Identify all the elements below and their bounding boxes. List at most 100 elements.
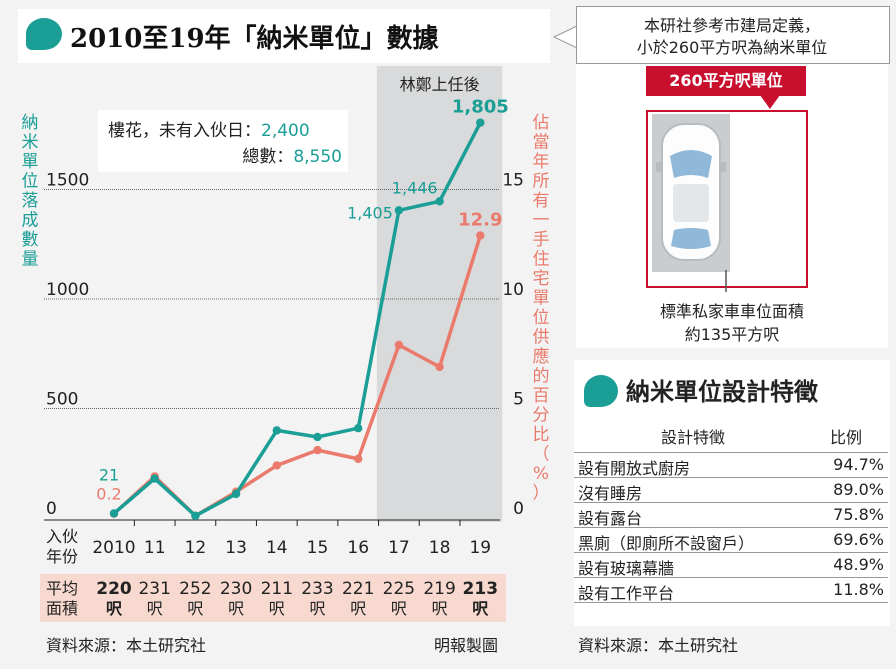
average-size-value: 233 bbox=[301, 579, 333, 599]
average-size-row bbox=[40, 574, 506, 622]
data-point-right bbox=[435, 362, 444, 372]
title-panel bbox=[18, 9, 550, 63]
x-tick-label: 19 bbox=[469, 538, 491, 558]
x-axis-label: 年份 bbox=[46, 547, 78, 566]
left-axis-label-char: 單 bbox=[22, 152, 39, 172]
table-divider bbox=[574, 602, 888, 603]
data-point-left bbox=[476, 118, 485, 127]
right-tick-label: 10 bbox=[502, 280, 524, 300]
data-point-right bbox=[394, 340, 404, 350]
annotation-line1-label: 樓花，未有入伙日： bbox=[108, 121, 261, 141]
x-tick-label: 13 bbox=[225, 538, 247, 558]
annotation-line2-value: 8,550 bbox=[293, 147, 342, 167]
average-size-unit: 呎 bbox=[472, 599, 489, 618]
callout-pointer bbox=[552, 25, 578, 49]
right-axis-label-char: 比 bbox=[533, 425, 550, 445]
table-divider bbox=[574, 452, 888, 453]
right-axis-label-char: 的 bbox=[533, 367, 550, 387]
right-axis-label-char: 應 bbox=[533, 346, 550, 367]
features-header-ratio: 比例 bbox=[829, 428, 862, 447]
average-size-unit: 呎 bbox=[228, 599, 244, 618]
x-tick-label: 15 bbox=[307, 538, 329, 558]
callout-line1: 本研社參考市建局定義， bbox=[643, 16, 820, 35]
average-size-value: 230 bbox=[220, 579, 252, 599]
x-tick-label: 16 bbox=[347, 538, 369, 558]
table-divider bbox=[574, 502, 888, 503]
left-axis-label-char: 數 bbox=[22, 230, 39, 250]
table-divider bbox=[574, 552, 888, 553]
feature-ratio: 11.8% bbox=[833, 580, 884, 599]
data-point-right bbox=[354, 454, 363, 464]
average-size-unit: 呎 bbox=[432, 599, 448, 618]
right-axis-label-char: 所 bbox=[533, 172, 550, 192]
left-tick-label: 500 bbox=[46, 390, 78, 410]
left-axis-label-char: 位 bbox=[22, 172, 39, 192]
average-size-value: 213 bbox=[463, 579, 499, 599]
feature-name: 設有露台 bbox=[578, 509, 643, 528]
right-axis-label-char: （ bbox=[533, 445, 550, 465]
data-point-right bbox=[313, 445, 322, 455]
source-note: 資料來源：本土研究社 bbox=[578, 636, 739, 655]
data-label: 12.9 bbox=[458, 209, 502, 230]
average-size-unit: 呎 bbox=[391, 599, 407, 618]
left-tick-label: 1500 bbox=[46, 171, 89, 191]
data-point-left bbox=[231, 489, 241, 499]
size-row-label: 面積 bbox=[46, 599, 78, 618]
right-axis-label-char: 一 bbox=[533, 211, 550, 231]
parking-caption-line2: 約135平方呎 bbox=[684, 325, 780, 344]
size-row-label: 平均 bbox=[46, 579, 78, 598]
x-tick-label: 11 bbox=[144, 538, 166, 558]
average-size-value: 211 bbox=[261, 579, 293, 599]
right-tick-label: 15 bbox=[502, 171, 524, 191]
right-axis-label-char: 宅 bbox=[533, 269, 550, 289]
feature-name: 沒有睡房 bbox=[578, 484, 643, 503]
right-axis-label-char: 分 bbox=[533, 406, 550, 426]
x-tick-label: 2010 bbox=[92, 538, 135, 558]
right-axis-label-char: 手 bbox=[533, 230, 550, 250]
source-note: 資料來源：本土研究社 bbox=[46, 636, 207, 655]
chart-title: 2010至19年「納米單位」數據 bbox=[70, 24, 439, 54]
right-axis-label-char: 年 bbox=[533, 152, 550, 172]
data-point-right bbox=[272, 461, 281, 470]
average-size-value: 220 bbox=[96, 579, 132, 599]
annotation-line2-label: 總數： bbox=[242, 147, 294, 167]
data-point-left bbox=[191, 511, 200, 521]
unit-size-tag: 260平方呎單位 bbox=[646, 66, 806, 96]
data-point-left bbox=[394, 206, 404, 215]
feature-ratio: 75.8% bbox=[833, 505, 884, 524]
feature-name: 設有開放式廚房 bbox=[578, 459, 691, 478]
features-header-feature: 設計特徵 bbox=[660, 428, 725, 447]
data-point-left bbox=[354, 424, 363, 433]
feature-ratio: 48.9% bbox=[833, 555, 884, 574]
data-point-left bbox=[150, 474, 159, 483]
average-size-unit: 呎 bbox=[106, 599, 123, 618]
annotation-box bbox=[98, 110, 348, 172]
right-tick-label: 0 bbox=[513, 499, 524, 519]
speech-bubble-icon bbox=[584, 375, 618, 407]
right-axis-label-char: 有 bbox=[533, 191, 550, 211]
features-panel bbox=[574, 360, 890, 626]
average-size-value: 231 bbox=[138, 579, 170, 599]
data-point-right bbox=[476, 231, 485, 240]
left-tick-label: 1000 bbox=[46, 280, 89, 300]
left-axis-label-char: 成 bbox=[22, 211, 39, 231]
data-point-left bbox=[109, 509, 119, 518]
data-point-left bbox=[313, 432, 322, 442]
left-axis-label-char: 米 bbox=[22, 133, 39, 153]
feature-name: 黑廁（即廁所不設窗戶） bbox=[578, 534, 755, 553]
data-label: 1,405 bbox=[347, 203, 393, 222]
x-axis-label: 入伙 bbox=[46, 527, 78, 546]
right-axis-label-char: 供 bbox=[533, 328, 550, 348]
x-tick-label: 14 bbox=[266, 538, 288, 558]
annotation-line2: 總數：8,550 bbox=[108, 142, 342, 167]
average-size-value: 221 bbox=[342, 579, 374, 599]
annotation-line1: 樓花，未有入伙日：2,400 bbox=[108, 116, 310, 141]
average-size-unit: 呎 bbox=[350, 599, 366, 618]
feature-name: 設有工作平台 bbox=[578, 584, 675, 603]
parking-caption-line1: 標準私家車車位面積 bbox=[659, 302, 804, 321]
data-label: 1,446 bbox=[392, 178, 438, 197]
average-size-unit: 呎 bbox=[309, 599, 325, 618]
average-size-value: 252 bbox=[179, 579, 211, 599]
x-tick-label: 18 bbox=[429, 538, 451, 558]
feature-ratio: 94.7% bbox=[833, 455, 884, 474]
